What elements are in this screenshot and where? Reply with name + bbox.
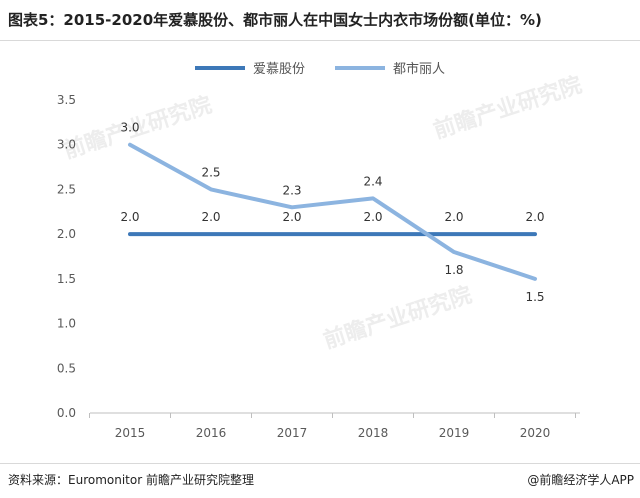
legend-item-series-1: 爱慕股份 [194,58,305,77]
data-label-series-2: 1.5 [525,290,544,304]
data-label-series-1: 2.0 [282,210,301,224]
y-tick-label: 0.5 [57,361,76,375]
series-line-2 [128,142,537,281]
x-tick-label: 2019 [439,426,470,440]
y-tick-label: 3.0 [57,138,76,152]
title-divider [0,40,640,41]
y-tick-label: 1.0 [57,317,76,331]
footer-divider [0,463,640,464]
y-tick-label: 0.0 [57,406,76,420]
y-tick-label: 2.0 [57,227,76,241]
data-label-series-1: 2.0 [363,210,382,224]
x-tick-label: 2018 [358,426,389,440]
legend-swatch-series-2 [335,65,385,70]
legend-label-series-1: 爱慕股份 [252,62,305,77]
data-label-series-2: 1.8 [444,263,463,277]
x-tick-label: 2015 [115,426,146,440]
data-label-series-1: 2.0 [120,210,139,224]
chart-title: 图表5：2015-2020年爱慕股份、都市丽人在中国女士内衣市场份额(单位：%) [8,11,542,29]
x-tick-label: 2020 [520,426,551,440]
data-label-series-1: 2.0 [201,210,220,224]
source-note: 资料来源：Euromonitor 前瞻产业研究院整理 [8,473,254,487]
data-label-series-2: 2.4 [363,174,382,188]
legend-swatch-series-1 [194,65,245,70]
x-tick-label: 2017 [277,426,308,440]
y-tick-label: 2.5 [57,182,76,196]
data-label-series-2: 2.3 [282,183,301,197]
y-tick-label: 3.5 [57,93,76,107]
data-label-series-2: 2.5 [201,165,220,179]
legend-item-series-2: 都市丽人 [335,58,445,77]
chart-legend: 爱慕股份 都市丽人 [0,58,640,77]
y-tick-label: 1.5 [57,272,76,286]
data-label-series-2: 3.0 [120,121,139,135]
data-label-series-1: 2.0 [525,210,544,224]
data-label-series-1: 2.0 [444,210,463,224]
credit-note: @前瞻经济学人APP [527,473,634,487]
x-tick-label: 2016 [196,426,227,440]
legend-label-series-2: 都市丽人 [393,62,446,77]
